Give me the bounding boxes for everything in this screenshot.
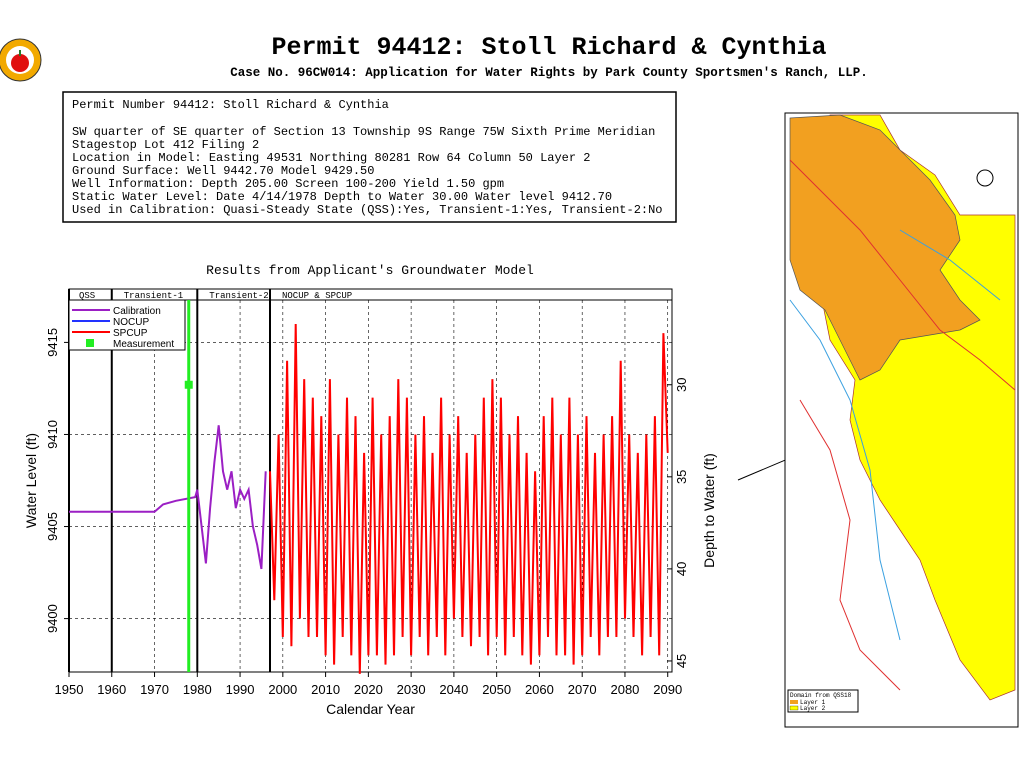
- info-line: SW quarter of SE quarter of Section 13 T…: [72, 125, 655, 139]
- info-line: Static Water Level: Date 4/14/1978 Depth…: [72, 190, 612, 204]
- y-tick-label: 9400: [45, 604, 60, 633]
- x-tick-label: 1980: [183, 682, 212, 697]
- y-axis-label: Water Level (ft): [23, 433, 39, 528]
- map-stream: [789, 299, 901, 641]
- legend-label: Calibration: [113, 306, 161, 317]
- period-label: QSS: [79, 291, 95, 301]
- x-tick-label: 2050: [482, 682, 511, 697]
- map-legend-swatch: [789, 705, 799, 711]
- legend-label: NOCUP: [113, 317, 149, 328]
- period-label: Transient-2: [209, 291, 268, 301]
- x-tick-label: 2030: [397, 682, 426, 697]
- period-label: Transient-1: [124, 291, 183, 301]
- map-road: [799, 399, 901, 691]
- map-stream: [899, 229, 1001, 301]
- map-layer-1: [789, 114, 981, 381]
- x-tick-label: 2000: [268, 682, 297, 697]
- measurement-point: [184, 380, 193, 389]
- x-tick-label: 2040: [439, 682, 468, 697]
- map: Domain from QSS18 Layer 1 Layer 2: [784, 112, 1019, 728]
- logo-stem: [19, 50, 21, 56]
- x-tick-label: 2080: [610, 682, 639, 697]
- logo: [0, 38, 42, 82]
- x-axis-label: Calendar Year: [326, 701, 415, 717]
- info-line: Stagestop Lot 412 Filing 2: [72, 138, 259, 152]
- x-tick-label: 1970: [140, 682, 169, 697]
- legend-label: SPCUP: [113, 328, 148, 339]
- info-line: Location in Model: Easting 49531 Northin…: [72, 151, 590, 165]
- info-line: Used in Calibration: Quasi-Steady State …: [72, 203, 663, 217]
- y2-tick-label: 30: [674, 378, 689, 392]
- legend-label: Measurement: [113, 339, 174, 350]
- chart-title: Results from Applicant's Groundwater Mod…: [206, 263, 534, 278]
- info-heading: Permit Number 94412: Stoll Richard & Cyn…: [72, 98, 389, 112]
- x-tick-label: 2020: [354, 682, 383, 697]
- y-tick-label: 9415: [45, 328, 60, 357]
- legend-swatch: [86, 339, 94, 347]
- chart: Results from Applicant's Groundwater Mod…: [23, 263, 717, 717]
- info-box: [62, 91, 677, 223]
- y2-axis-label: Depth to Water (ft): [701, 453, 717, 568]
- x-tick-label: 1960: [97, 682, 126, 697]
- x-tick-label: 2060: [525, 682, 554, 697]
- x-tick-label: 2070: [568, 682, 597, 697]
- y-tick-label: 9405: [45, 512, 60, 541]
- period-label: NOCUP & SPCUP: [282, 291, 352, 301]
- map-compass: [976, 169, 994, 187]
- x-tick-label: 2090: [653, 682, 682, 697]
- map-road: [789, 159, 1016, 391]
- map-legend: [787, 689, 859, 713]
- info-line: Well Information: Depth 205.00 Screen 10…: [72, 177, 504, 191]
- series-line: [269, 323, 669, 674]
- map-legend-item: Layer 2: [800, 705, 826, 712]
- x-tick-label: 1990: [226, 682, 255, 697]
- x-tick-label: 2010: [311, 682, 340, 697]
- map-legend-item: Layer 1: [800, 699, 826, 706]
- info-line: Ground Surface: Well 9442.70 Model 9429.…: [72, 164, 374, 178]
- logo-apple: [11, 54, 29, 72]
- page-title: Permit 94412: Stoll Richard & Cynthia: [271, 33, 826, 62]
- series-line: [69, 425, 267, 570]
- x-tick-label: 1950: [55, 682, 84, 697]
- y2-tick-label: 35: [674, 470, 689, 484]
- y2-tick-label: 45: [674, 654, 689, 668]
- map-legend-title: Domain from QSS18: [790, 692, 852, 699]
- info-lines: SW quarter of SE quarter of Section 13 T…: [72, 125, 663, 217]
- y2-tick-label: 40: [674, 562, 689, 576]
- map-legend-swatch: [790, 700, 798, 704]
- page-subtitle: Case No. 96CW014: Application for Water …: [230, 66, 868, 80]
- y-tick-label: 9410: [45, 420, 60, 449]
